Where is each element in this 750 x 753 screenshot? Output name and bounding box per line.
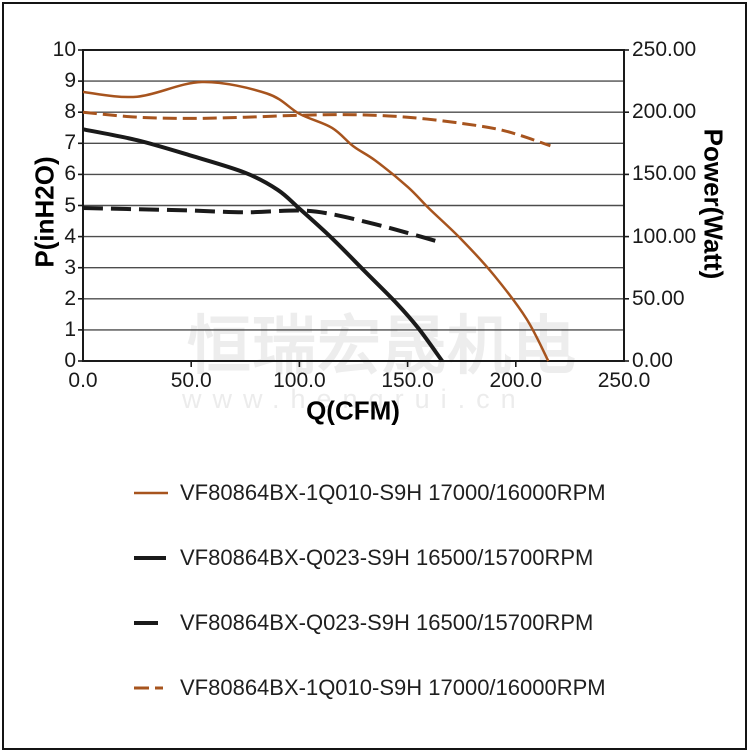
y-left-tick-label: 4 bbox=[64, 224, 76, 248]
y-right-tick-label: 150.00 bbox=[632, 162, 697, 186]
chart-legend: VF80864BX-1Q010-S9H 17000/16000RPM VF808… bbox=[133, 460, 606, 720]
legend-line-sample-solid-brown bbox=[134, 491, 168, 494]
x-tick-label: 150.0 bbox=[381, 369, 434, 392]
y-left-tick-label: 6 bbox=[64, 162, 76, 186]
legend-line-sample-solid-black bbox=[134, 555, 166, 560]
y-right-tick-label: 0.00 bbox=[632, 349, 673, 372]
y-right-tick-label: 50.00 bbox=[632, 286, 685, 310]
plot-canvas bbox=[78, 49, 629, 367]
legend-label: VF80864BX-Q023-S9H 16500/15700RPM bbox=[180, 609, 594, 635]
legend-line-sample-dashed-brown bbox=[134, 686, 169, 689]
legend-item: VF80864BX-Q023-S9H 16500/15700RPM bbox=[133, 525, 606, 590]
y-right-tick-label: 100.00 bbox=[632, 224, 697, 248]
y-left-tick-label: 8 bbox=[64, 100, 76, 124]
x-tick-label: 50.0 bbox=[170, 369, 212, 392]
y-left-tick-label: 7 bbox=[64, 131, 76, 155]
y-left-tick-label: 2 bbox=[64, 286, 76, 310]
legend-line-sample-dashed-black bbox=[134, 620, 166, 625]
y-left-tick-label: 5 bbox=[64, 193, 76, 217]
y-right-tick-label: 250.00 bbox=[632, 38, 697, 61]
legend-item: VF80864BX-1Q010-S9H 17000/16000RPM bbox=[133, 460, 606, 525]
y-left-tick-label: 10 bbox=[52, 38, 76, 61]
y-left-tick-label: 0 bbox=[64, 349, 76, 372]
x-tick-label: 200.0 bbox=[489, 369, 543, 392]
watermark-cjk-text: 恒瑞宏晟机电 bbox=[187, 310, 577, 382]
x-tick-label: 100.0 bbox=[273, 369, 326, 392]
y-left-tick-label: 1 bbox=[64, 317, 76, 341]
legend-label: VF80864BX-Q023-S9H 16500/15700RPM bbox=[180, 544, 594, 570]
x-tick-label: 0.0 bbox=[68, 369, 98, 392]
legend-label: VF80864BX-1Q010-S9H 17000/16000RPM bbox=[180, 479, 606, 505]
watermark-url-text: www.hengrui.cn bbox=[182, 384, 527, 414]
y-left-tick-label: 3 bbox=[64, 255, 76, 279]
y-right-tick-label: 200.00 bbox=[632, 100, 697, 124]
legend-item: VF80864BX-Q023-S9H 16500/15700RPM bbox=[133, 590, 606, 655]
x-tick-label: 250.0 bbox=[597, 369, 651, 392]
x-axis-title: Q(CFM) bbox=[306, 395, 400, 426]
right-axis-title: Power(Watt) bbox=[698, 128, 729, 280]
legend-item: VF80864BX-1Q010-S9H 17000/16000RPM bbox=[133, 655, 606, 720]
y-left-tick-label: 9 bbox=[64, 69, 76, 93]
legend-label: VF80864BX-1Q010-S9H 17000/16000RPM bbox=[180, 674, 606, 700]
pq-power-chart: P(inH2O) Power(Watt) Q(CFM) 0 1 2 3 4 5 6 7 8 9 10… bbox=[30, 38, 729, 426]
